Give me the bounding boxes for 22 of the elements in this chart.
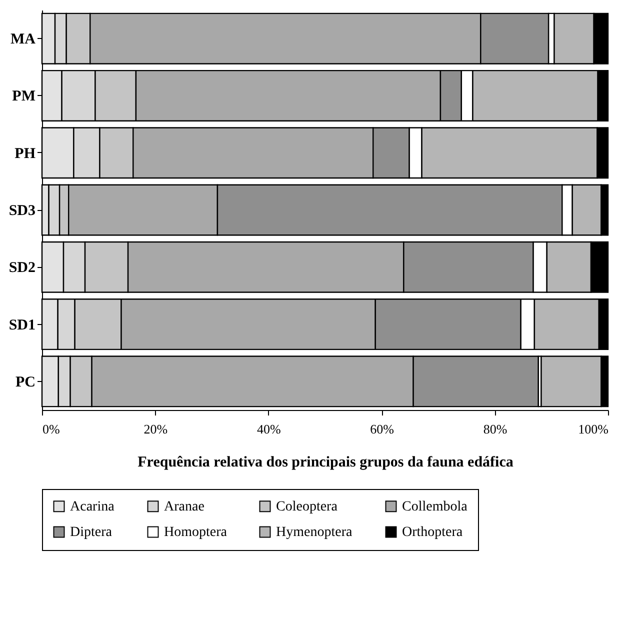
legend-label: Aranae xyxy=(164,499,204,514)
y-tick-label: SD3 xyxy=(8,203,36,219)
legend-label: Orthoptera xyxy=(402,525,464,540)
x-tick-label: 0% xyxy=(42,422,60,436)
legend-label: Homoptera xyxy=(164,525,228,540)
y-tick-label: PM xyxy=(12,88,36,105)
x-tick-label: 100% xyxy=(578,422,609,436)
y-tick-label: SD2 xyxy=(8,260,36,276)
y-tick-label: SD1 xyxy=(8,317,36,334)
y-tick-label: PC xyxy=(16,374,36,390)
x-axis-title: Frequência relativa dos principais grupos da fauna edáfica xyxy=(138,454,514,470)
x-tick-label: 60% xyxy=(370,422,394,436)
x-tick-label: 40% xyxy=(256,422,281,436)
y-tick-label: PH xyxy=(14,146,36,162)
legend-label: Diptera xyxy=(70,525,113,540)
legend-label: Collembola xyxy=(402,499,468,514)
x-tick-label: 80% xyxy=(483,422,508,436)
legend-label: Hymenoptera xyxy=(276,525,353,540)
x-tick-label: 20% xyxy=(144,422,168,436)
legend-label: Coleoptera xyxy=(276,499,338,514)
legend-label: Acarina xyxy=(70,499,116,514)
y-tick-label: MA xyxy=(10,32,36,48)
